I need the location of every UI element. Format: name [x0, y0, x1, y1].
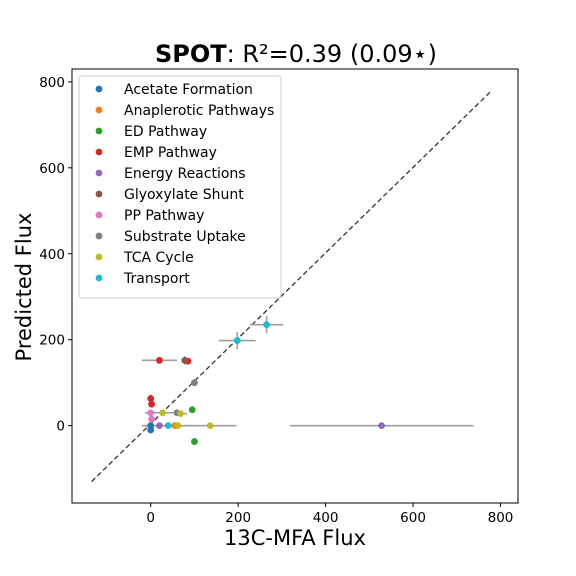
data-point — [174, 422, 182, 430]
x-tick-label: 400 — [313, 510, 339, 526]
data-point — [191, 379, 198, 387]
data-point — [156, 422, 163, 430]
data-point — [164, 422, 172, 430]
legend-marker — [95, 253, 103, 261]
x-tick-label: 800 — [488, 510, 514, 526]
x-tick-label: 0 — [146, 510, 155, 526]
y-axis-ticks: 0 200 400 600 800 — [39, 75, 72, 435]
legend-marker — [95, 85, 103, 93]
y-tick-label: 800 — [39, 75, 65, 91]
chart-title-bold: SPOT — [155, 40, 227, 68]
legend-marker — [95, 190, 103, 198]
x-tick-label: 200 — [225, 510, 251, 526]
data-point — [188, 406, 196, 414]
data-point — [177, 410, 184, 418]
plot-area — [71, 68, 519, 504]
y-tick-label: 400 — [39, 247, 65, 263]
legend-label: Acetate Formation — [124, 82, 253, 98]
data-point — [148, 415, 155, 423]
x-tick-label: 600 — [400, 510, 426, 526]
legend: Acetate Formation Anaplerotic Pathways ED … — [78, 75, 282, 299]
legend-marker — [95, 169, 103, 177]
data-point — [206, 422, 214, 430]
data-point — [378, 422, 385, 430]
chart-title-rest: : R²=0.39 (0.09⋆) — [227, 40, 437, 68]
legend-marker — [95, 232, 103, 240]
point-layer — [147, 321, 385, 445]
legend-label: Substrate Uptake — [124, 229, 246, 245]
x-axis-label: 13C-MFA Flux — [224, 526, 366, 550]
legend-label: ED Pathway — [124, 124, 207, 140]
data-point — [263, 321, 270, 329]
data-point — [156, 356, 163, 364]
data-point — [233, 337, 241, 344]
x-axis-ticks: 0 200 400 600 800 — [146, 503, 513, 526]
legend-label: Glyoxylate Shunt — [124, 187, 244, 203]
y-tick-label: 600 — [39, 161, 65, 177]
legend-label: Energy Reactions — [124, 166, 246, 182]
data-point — [181, 356, 189, 364]
y-tick-label: 200 — [39, 333, 65, 349]
errorbar-layer — [141, 316, 474, 445]
data-point — [159, 409, 166, 417]
identity-line-layer — [91, 90, 493, 482]
legend-label: EMP Pathway — [124, 145, 217, 161]
chart-title: SPOT: R²=0.39 (0.09⋆) — [155, 40, 437, 68]
legend-marker — [95, 274, 103, 282]
legend-label: PP Pathway — [124, 208, 204, 224]
legend-marker — [95, 127, 103, 135]
legend-label: Anaplerotic Pathways — [124, 103, 274, 119]
identity-line — [91, 90, 493, 482]
legend-label: Transport — [123, 271, 190, 287]
legend-box — [78, 75, 282, 299]
legend-marker — [95, 106, 103, 114]
data-point — [148, 400, 155, 408]
y-axis-label: Predicted Flux — [12, 213, 36, 362]
data-point — [147, 409, 155, 417]
data-point — [191, 438, 198, 445]
data-point — [147, 422, 155, 430]
legend-marker — [95, 148, 103, 156]
data-point — [147, 395, 155, 402]
legend-marker — [95, 211, 103, 219]
y-tick-label: 0 — [56, 419, 65, 435]
legend-label: TCA Cycle — [123, 250, 194, 266]
